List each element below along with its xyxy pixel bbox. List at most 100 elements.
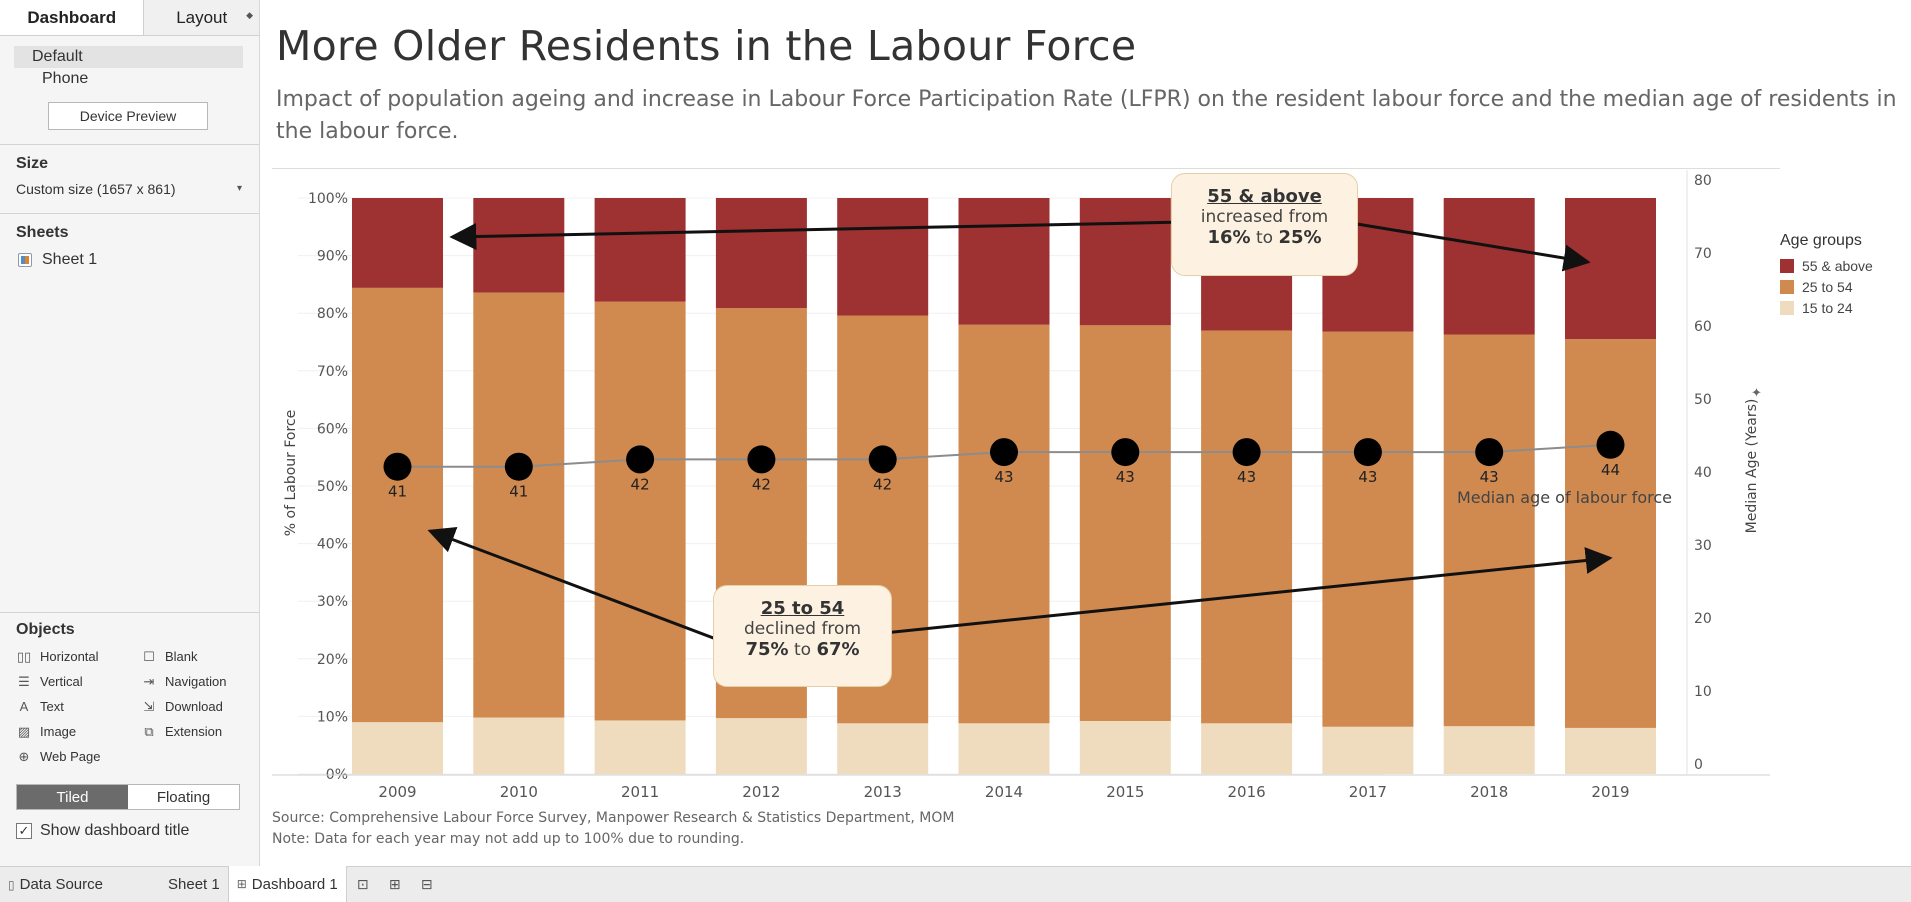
- callout-25-to-word: to: [793, 640, 812, 660]
- callout-55-heading: 55 & above: [1207, 186, 1322, 207]
- webpage-icon: ⊕: [18, 748, 30, 764]
- callout-55-text: increased from: [1200, 207, 1329, 227]
- device-phone[interactable]: Phone: [42, 70, 89, 87]
- median-age-label-value: 43: [1116, 468, 1135, 486]
- y-tick-label: 10%: [317, 709, 348, 725]
- sheet-item-sheet1[interactable]: Sheet 1: [16, 248, 243, 272]
- bar-segment-55-above: [715, 198, 807, 309]
- size-section: Size Custom size (1657 x 861) ▾: [0, 144, 259, 199]
- download-icon: ⇲: [143, 698, 155, 714]
- y-tick-label: 90%: [317, 249, 348, 265]
- callout-55-to: 25%: [1278, 227, 1322, 248]
- device-default[interactable]: Default: [14, 46, 243, 68]
- legend-swatch: [1780, 258, 1794, 273]
- panel-tabs: Dashboard Layout ◆: [0, 0, 259, 36]
- bar-segment-25-to-54: [352, 287, 443, 723]
- new-dashboard-icon[interactable]: ⊞: [388, 876, 401, 892]
- tab-dashboard1[interactable]: ⊞ Dashboard 1: [227, 866, 347, 902]
- bar-segment-15-to-24: [1443, 726, 1535, 774]
- median-age-label-value: 43: [1358, 468, 1377, 486]
- pin-icon[interactable]: ✦: [1751, 385, 1762, 400]
- show-title-label: Show dashboard title: [40, 822, 190, 839]
- object-label: Navigation: [165, 674, 227, 689]
- bar-segment-25-to-54: [1322, 331, 1414, 727]
- median-age-point: [1475, 438, 1504, 467]
- object-text[interactable]: A Text: [16, 697, 141, 716]
- x-tick-label: 2015: [1106, 783, 1144, 801]
- bar-segment-55-above: [958, 198, 1050, 325]
- y2-tick-label: 20: [1694, 611, 1712, 627]
- object-download[interactable]: ⇲ Download: [141, 697, 251, 716]
- bar-segment-25-to-54: [594, 301, 686, 721]
- legend-label: 15 to 24: [1802, 299, 1853, 316]
- x-tick-label: 2019: [1591, 783, 1629, 801]
- median-age-point: [1353, 438, 1382, 467]
- tiled-button[interactable]: Tiled: [17, 785, 128, 809]
- floating-button[interactable]: Floating: [128, 785, 239, 809]
- object-label: Vertical: [40, 674, 83, 689]
- bar-segment-55-above: [1565, 198, 1656, 340]
- legend-item-25-to-54[interactable]: 25 to 54: [1780, 276, 1873, 297]
- callout-25-text: declined from: [743, 619, 862, 639]
- size-select-value: Custom size (1657 x 861): [16, 181, 176, 197]
- show-title-checkbox[interactable]: ✓: [16, 823, 32, 839]
- source-note: Source: Comprehensive Labour Force Surve…: [272, 808, 954, 850]
- legend-item-15-to-24[interactable]: 15 to 24: [1780, 297, 1873, 318]
- bar-segment-15-to-24: [1322, 726, 1414, 774]
- show-title-option[interactable]: ✓ Show dashboard title: [16, 822, 244, 840]
- object-vertical[interactable]: ☰ Vertical: [16, 672, 141, 691]
- median-age-series: 41 41 42 42 42 43 43 43 43 43 44: [383, 430, 1625, 501]
- y2-tick-label: 50: [1694, 392, 1712, 408]
- bar-segment-15-to-24: [715, 718, 807, 774]
- bar-segment-15-to-24: [958, 723, 1050, 774]
- image-icon: ▨: [17, 723, 31, 739]
- arrow-55-right: [1356, 222, 1591, 272]
- bar-segment-55-above: [594, 198, 686, 302]
- x-tick-label: 2017: [1349, 783, 1387, 801]
- tab-sheet1[interactable]: Sheet 1: [160, 868, 228, 902]
- y2-axis-label: Median Age (Years): [1744, 399, 1760, 534]
- objects-heading: Objects: [16, 621, 75, 638]
- device-preview-button[interactable]: Device Preview: [48, 102, 208, 130]
- tab-data-source[interactable]: ▯ Data Source: [0, 868, 160, 902]
- new-worksheet-icon[interactable]: ⊡: [356, 876, 369, 892]
- y-tick-label: 30%: [317, 594, 348, 610]
- y2-tick-label: 70: [1694, 246, 1712, 262]
- bar-segment-25-to-54: [1201, 330, 1293, 724]
- size-select[interactable]: Custom size (1657 x 861) ▾: [16, 179, 242, 199]
- bar-segment-55-above: [1079, 198, 1171, 326]
- y2-tick-label: 60: [1694, 319, 1712, 335]
- tiled-floating-toggle: Tiled Floating: [16, 784, 240, 810]
- object-blank[interactable]: ☐ Blank: [141, 647, 251, 666]
- y-tick-label: 50%: [317, 479, 348, 495]
- x-tick-label: 2013: [864, 783, 902, 801]
- median-age-label-value: 42: [752, 475, 771, 493]
- object-webpage[interactable]: ⊕ Web Page: [16, 747, 141, 766]
- object-horizontal[interactable]: ▯▯ Horizontal: [16, 647, 141, 666]
- bar-segment-25-to-54: [473, 292, 565, 718]
- device-list: Default Phone: [0, 36, 259, 90]
- y-tick-label: 40%: [317, 537, 348, 553]
- x-tick-label: 2014: [985, 783, 1023, 801]
- object-extension[interactable]: ⧉ Extension: [141, 722, 251, 741]
- object-label: Image: [40, 724, 77, 739]
- legend-label: 25 to 54: [1802, 278, 1853, 295]
- tab-dashboard[interactable]: Dashboard: [0, 0, 144, 35]
- x-tick-label: 2011: [621, 783, 659, 801]
- bar-segment-25-to-54: [1565, 339, 1656, 728]
- median-age-label-value: 44: [1601, 461, 1620, 479]
- tab-layout[interactable]: Layout ◆: [143, 0, 259, 35]
- median-age-point: [383, 452, 412, 481]
- object-navigation[interactable]: ⇥ Navigation: [141, 672, 251, 691]
- legend: Age groups 55 & above 25 to 54 15 to 24: [1780, 232, 1873, 318]
- arrow-25-left: [427, 526, 717, 641]
- median-age-point: [1111, 438, 1140, 467]
- new-story-icon[interactable]: ⊟: [420, 876, 433, 892]
- median-age-label: Median age of labour force: [1457, 488, 1672, 507]
- size-heading: Size: [16, 155, 49, 172]
- legend-item-55-above[interactable]: 55 & above: [1780, 255, 1873, 276]
- object-image[interactable]: ▨ Image: [16, 722, 141, 741]
- y-tick-label: 60%: [317, 421, 348, 437]
- vertical-icon: ☰: [18, 673, 30, 689]
- extension-icon: ⧉: [144, 723, 154, 739]
